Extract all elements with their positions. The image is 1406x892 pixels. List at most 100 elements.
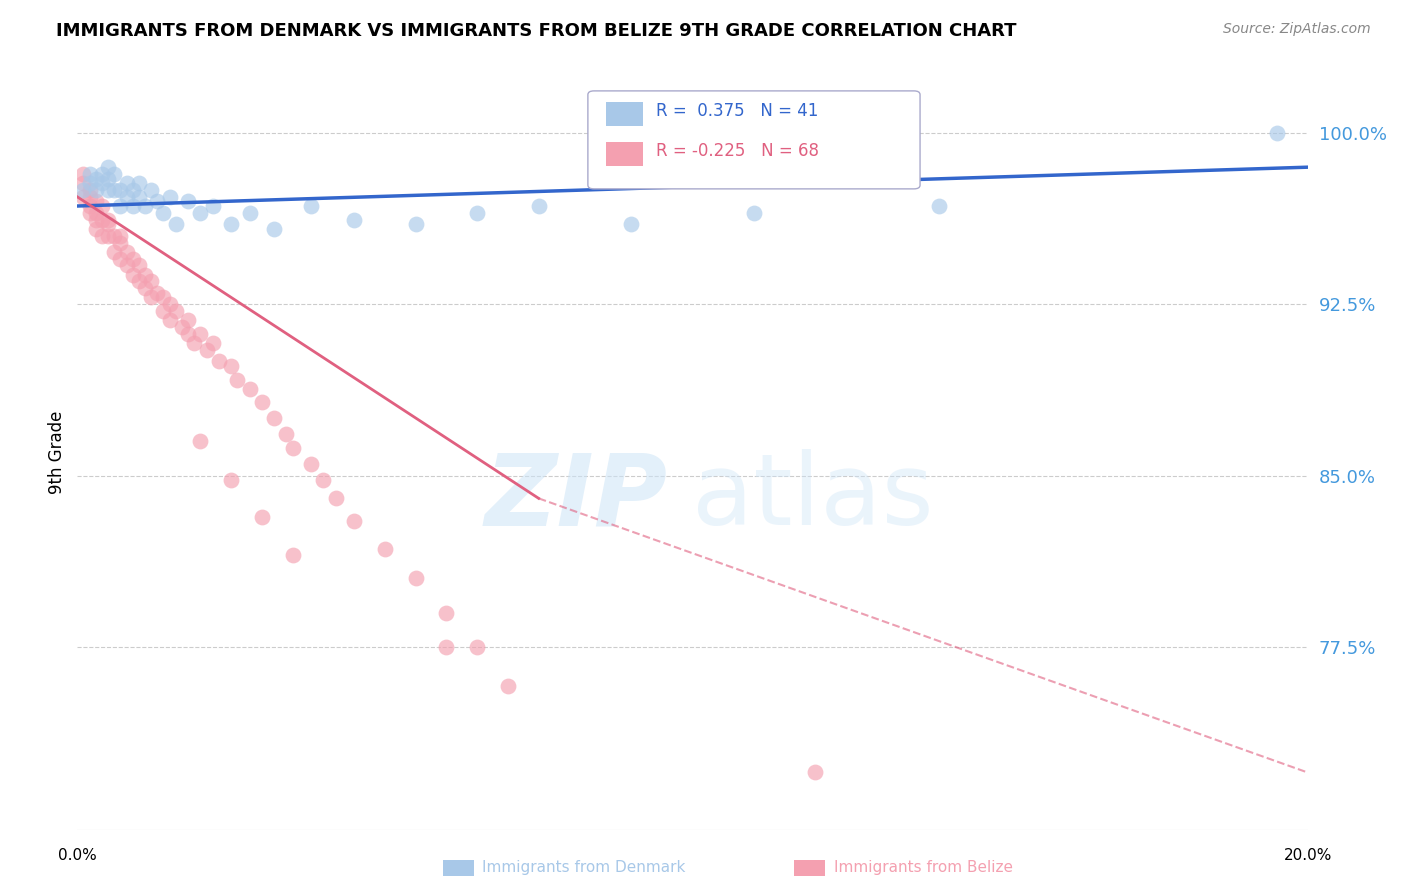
Point bbox=[928, 199, 950, 213]
Point bbox=[128, 259, 150, 273]
Point bbox=[436, 640, 458, 654]
Point bbox=[141, 290, 163, 304]
Point bbox=[742, 206, 765, 220]
Point bbox=[103, 244, 125, 259]
Point bbox=[219, 217, 242, 231]
Point bbox=[90, 167, 114, 181]
Bar bbox=[606, 103, 644, 127]
Text: Immigrants from Denmark: Immigrants from Denmark bbox=[482, 861, 686, 875]
Point bbox=[84, 222, 107, 236]
Point bbox=[115, 259, 138, 273]
Point bbox=[152, 290, 174, 304]
Point bbox=[146, 285, 169, 300]
Point bbox=[79, 199, 101, 213]
Point bbox=[72, 183, 94, 197]
Point bbox=[115, 176, 138, 190]
Point bbox=[325, 491, 347, 506]
Point bbox=[84, 206, 107, 220]
Point bbox=[97, 183, 120, 197]
Point bbox=[152, 206, 174, 220]
Point bbox=[195, 343, 218, 357]
Point bbox=[405, 571, 427, 585]
Point bbox=[110, 252, 132, 266]
Point bbox=[134, 199, 156, 213]
Point bbox=[103, 228, 125, 243]
Point bbox=[103, 167, 125, 181]
Point bbox=[134, 281, 156, 295]
Point bbox=[146, 194, 169, 209]
Point bbox=[299, 199, 322, 213]
Point bbox=[436, 606, 458, 620]
Point bbox=[343, 212, 366, 227]
Text: 0.0%: 0.0% bbox=[58, 847, 97, 863]
Point bbox=[465, 206, 488, 220]
Point bbox=[134, 268, 156, 282]
Point bbox=[226, 373, 249, 387]
Text: Immigrants from Belize: Immigrants from Belize bbox=[834, 861, 1012, 875]
Point bbox=[263, 222, 285, 236]
Point bbox=[115, 244, 138, 259]
Text: IMMIGRANTS FROM DENMARK VS IMMIGRANTS FROM BELIZE 9TH GRADE CORRELATION CHART: IMMIGRANTS FROM DENMARK VS IMMIGRANTS FR… bbox=[56, 22, 1017, 40]
Point bbox=[128, 274, 150, 288]
Point bbox=[115, 190, 138, 204]
Point bbox=[405, 217, 427, 231]
Point bbox=[219, 473, 242, 487]
Text: atlas: atlas bbox=[693, 450, 934, 547]
Point bbox=[159, 313, 181, 327]
Point bbox=[90, 176, 114, 190]
Point bbox=[177, 194, 200, 209]
Point bbox=[620, 217, 643, 231]
Point bbox=[97, 160, 120, 174]
Point bbox=[90, 199, 114, 213]
Point bbox=[121, 199, 143, 213]
Point bbox=[84, 194, 107, 209]
Point bbox=[219, 359, 242, 373]
Point bbox=[183, 336, 205, 351]
Point bbox=[276, 427, 298, 442]
Point bbox=[97, 212, 120, 227]
Point bbox=[177, 326, 200, 341]
Point bbox=[165, 304, 187, 318]
Point bbox=[201, 199, 224, 213]
Point bbox=[141, 183, 163, 197]
Point bbox=[281, 549, 304, 563]
Point bbox=[90, 228, 114, 243]
Point bbox=[496, 679, 519, 693]
Point bbox=[201, 336, 224, 351]
Point bbox=[527, 199, 550, 213]
Point bbox=[170, 320, 193, 334]
Point bbox=[79, 176, 101, 190]
Point bbox=[299, 457, 322, 471]
Y-axis label: 9th Grade: 9th Grade bbox=[48, 411, 66, 494]
Text: ZIP: ZIP bbox=[485, 450, 668, 547]
Point bbox=[128, 176, 150, 190]
Point bbox=[281, 441, 304, 455]
Point bbox=[121, 183, 143, 197]
Point bbox=[165, 217, 187, 231]
Point bbox=[159, 190, 181, 204]
Point bbox=[121, 252, 143, 266]
Point bbox=[250, 395, 273, 409]
Point bbox=[97, 217, 120, 231]
Point bbox=[84, 183, 107, 197]
Text: 20.0%: 20.0% bbox=[1284, 847, 1331, 863]
Point bbox=[110, 183, 132, 197]
Point bbox=[239, 382, 262, 396]
Point bbox=[97, 171, 120, 186]
Bar bbox=[606, 142, 644, 166]
Point bbox=[188, 326, 212, 341]
Point bbox=[141, 274, 163, 288]
Point bbox=[263, 411, 285, 425]
Point bbox=[110, 228, 132, 243]
Point bbox=[103, 183, 125, 197]
Point bbox=[239, 206, 262, 220]
Point bbox=[465, 640, 488, 654]
Text: R = -0.225   N = 68: R = -0.225 N = 68 bbox=[655, 142, 818, 161]
Point bbox=[121, 268, 143, 282]
Point bbox=[110, 199, 132, 213]
Text: Source: ZipAtlas.com: Source: ZipAtlas.com bbox=[1223, 22, 1371, 37]
Point bbox=[72, 176, 94, 190]
Point bbox=[188, 434, 212, 449]
Point bbox=[343, 514, 366, 528]
Point bbox=[152, 304, 174, 318]
